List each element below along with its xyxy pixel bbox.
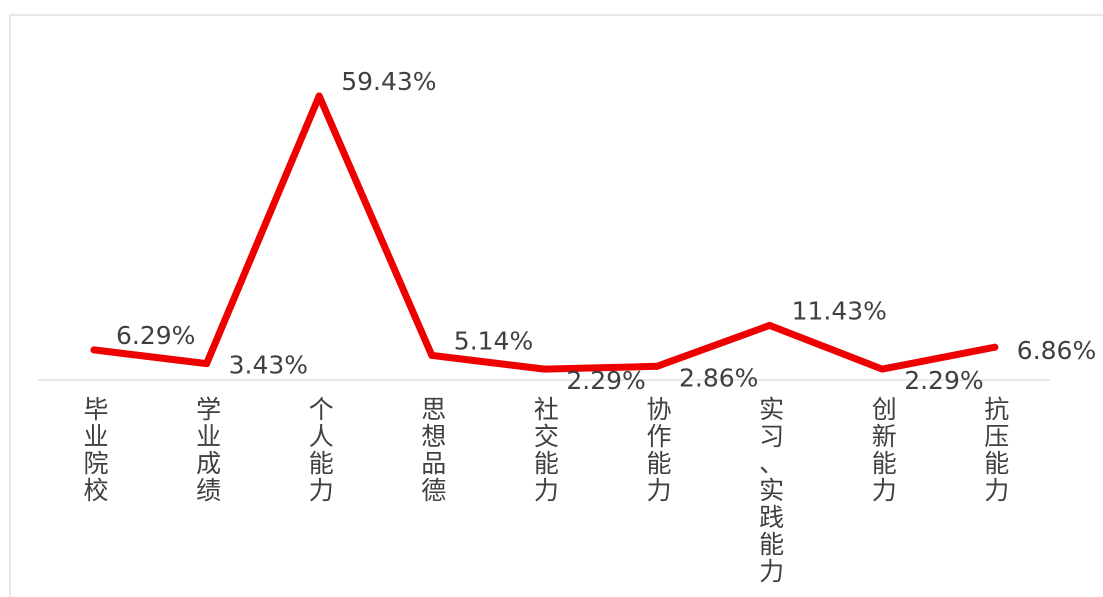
data-point [878,365,886,373]
category-label: 学业成绩 [196,395,221,505]
series-line [90,92,999,373]
category-label: 创新能力 [872,395,897,505]
category-label: 毕业院校 [83,395,108,505]
category-label: 抗压能力 [984,395,1009,505]
category-label: 实习、实践能力 [759,395,784,586]
data-point [766,321,774,329]
category-label: 思想品德 [421,395,446,505]
data-point [203,360,211,368]
chart-frame [9,14,1103,597]
data-label: 6.86% [1017,336,1096,365]
data-label-layer: 6.29% 3.43% 59.43% 5.14% 2.29% 2.86% 11.43% 2.2… [116,67,1096,395]
data-label: 3.43% [229,351,308,380]
data-label: 2.29% [904,366,983,395]
data-label: 2.29% [566,366,645,395]
category-label-layer: 毕业院校 学业成绩 个人能力 思想品德 社交能力 协作能力 实习、实践能力 创新能力 抗压能力 [83,395,1009,586]
data-point [991,343,999,351]
data-point [540,365,548,373]
data-point [428,351,436,359]
data-point [653,362,661,370]
data-point [90,346,98,354]
category-label: 社交能力 [534,395,559,505]
data-label: 59.43% [341,67,436,96]
series-layer [90,92,999,373]
category-label: 个人能力 [309,395,334,505]
data-label: 5.14% [454,326,533,355]
data-label: 11.43% [792,296,887,325]
data-point [315,92,323,100]
category-label: 协作能力 [646,395,671,505]
data-label: 2.86% [679,363,758,392]
data-label: 6.29% [116,321,195,350]
